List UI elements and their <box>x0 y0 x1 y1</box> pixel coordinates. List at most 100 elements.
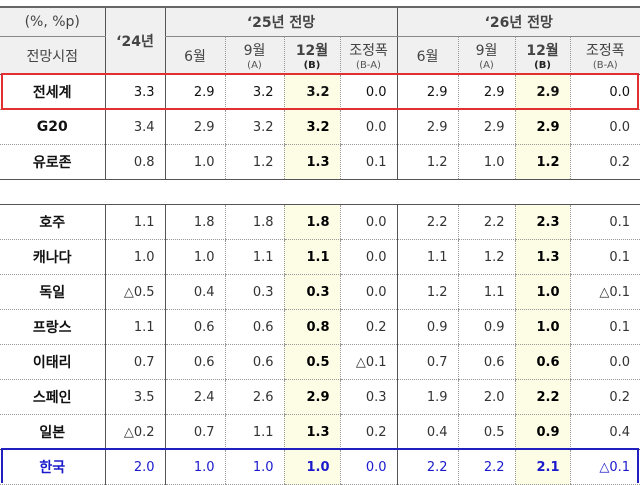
country-label: 캐나다 <box>0 239 105 275</box>
value-cell: 0.0 <box>339 109 398 145</box>
country-label: 이태리 <box>0 344 105 380</box>
country-label: 독일 <box>0 274 105 310</box>
value-cell: 1.0 <box>104 239 165 275</box>
value-cell: 1.0 <box>283 449 340 485</box>
value-cell: 1.0 <box>514 309 571 345</box>
value-cell: 3.2 <box>283 109 340 145</box>
month-sublabel: (B) <box>534 60 551 71</box>
value-cell: 0.4 <box>164 274 225 310</box>
value-cell: 3.2 <box>224 109 284 145</box>
table-row: 일본 △0.2 0.7 1.1 1.3 0.2 0.4 0.5 0.9 0.4 <box>0 414 640 450</box>
value-cell: 3.2 <box>224 74 284 110</box>
value-cell: 0.2 <box>339 309 398 345</box>
value-cell: 2.9 <box>283 379 340 415</box>
month-label: 조정폭 <box>349 43 388 59</box>
value-cell: 1.8 <box>224 204 284 240</box>
spacer-cell <box>458 179 516 205</box>
value-cell: 0.3 <box>283 274 340 310</box>
value-cell: 2.9 <box>396 74 459 110</box>
value-cell: 2.6 <box>224 379 284 415</box>
country-label: 전세계 <box>0 74 105 110</box>
value-cell: 1.0 <box>164 449 225 485</box>
value-cell: 0.5 <box>283 344 340 380</box>
value-cell: 0.2 <box>569 379 640 415</box>
value-cell: 1.0 <box>457 144 516 180</box>
value-cell: 0.1 <box>569 309 640 345</box>
month-label: 9월 <box>243 43 266 59</box>
value-cell: 1.2 <box>224 144 284 180</box>
table-row: 프랑스 1.1 0.6 0.6 0.8 0.2 0.9 0.9 1.0 0.1 <box>0 309 640 345</box>
value-cell: 1.1 <box>224 239 284 275</box>
value-cell: 2.9 <box>164 109 225 145</box>
value-cell: 0.6 <box>224 309 284 345</box>
month-label: 9월 <box>475 43 498 59</box>
value-cell: 2.3 <box>514 204 571 240</box>
value-cell: 2.2 <box>514 379 571 415</box>
table-row: 한국 2.0 1.0 1.0 1.0 0.0 2.2 2.2 2.1 △0.1 <box>0 449 640 485</box>
month-sublabel: (A) <box>479 60 494 71</box>
forecast-date-label: 전망시점 <box>0 36 105 75</box>
country-label: 스페인 <box>0 379 105 415</box>
value-cell: △0.1 <box>569 449 640 485</box>
month-label: 12월 <box>295 43 329 59</box>
value-cell: 3.2 <box>283 74 340 110</box>
value-cell: 0.2 <box>339 414 398 450</box>
value-cell: 0.8 <box>283 309 340 345</box>
table-row: G20 3.4 2.9 3.2 3.2 0.0 2.9 2.9 2.9 0.0 <box>0 109 640 145</box>
spacer-cell <box>397 179 459 205</box>
value-cell: 0.0 <box>339 204 398 240</box>
value-cell: 0.6 <box>514 344 571 380</box>
value-cell: 0.9 <box>514 414 571 450</box>
value-cell: 0.9 <box>396 309 459 345</box>
country-label: 유로존 <box>0 144 105 180</box>
header-month-0: 6월 <box>164 36 225 75</box>
month-sublabel: (A) <box>247 60 262 71</box>
value-cell: 0.6 <box>164 309 225 345</box>
country-label: 프랑스 <box>0 309 105 345</box>
growth-forecast-table: (%, %p) ‘24년 ‘25년 전망 ‘26년 전망 전망시점 6월 9월 (A… <box>0 6 640 485</box>
value-cell: 1.1 <box>396 239 459 275</box>
value-cell: 0.0 <box>569 74 640 110</box>
header-month-4: 6월 <box>396 36 459 75</box>
value-cell: 0.7 <box>164 414 225 450</box>
header-month-5: 9월 (A) <box>457 36 516 75</box>
section-spacer <box>0 179 640 205</box>
value-cell: 0.1 <box>569 204 640 240</box>
value-cell: 0.0 <box>569 109 640 145</box>
value-cell: 1.0 <box>224 449 284 485</box>
month-sublabel: (B-A) <box>356 60 381 71</box>
value-cell: 2.9 <box>457 109 516 145</box>
spacer-cell <box>284 179 340 205</box>
value-cell: 1.0 <box>164 144 225 180</box>
value-cell: 1.2 <box>514 144 571 180</box>
value-cell: △0.1 <box>569 274 640 310</box>
value-cell: 1.2 <box>396 144 459 180</box>
country-label: G20 <box>0 109 105 145</box>
value-cell: 1.1 <box>104 204 165 240</box>
value-cell: 0.3 <box>339 379 398 415</box>
country-label: 한국 <box>0 449 105 485</box>
value-cell: 0.0 <box>339 274 398 310</box>
month-label: 6월 <box>184 48 206 65</box>
value-cell: 0.0 <box>339 74 398 110</box>
table-row: 캐나다 1.0 1.0 1.1 1.1 0.0 1.1 1.2 1.3 0.1 <box>0 239 640 275</box>
header-2026-forecast: ‘26년 전망 <box>396 6 640 37</box>
value-cell: 1.8 <box>164 204 225 240</box>
value-cell: 3.5 <box>104 379 165 415</box>
value-cell: △0.2 <box>104 414 165 450</box>
value-cell: 0.2 <box>569 144 640 180</box>
table-row: 독일 △0.5 0.4 0.3 0.3 0.0 1.2 1.1 1.0 △0.1 <box>0 274 640 310</box>
unit-label: (%, %p) <box>0 6 105 37</box>
table-row: 스페인 3.5 2.4 2.6 2.9 0.3 1.9 2.0 2.2 0.2 <box>0 379 640 415</box>
value-cell: 0.4 <box>569 414 640 450</box>
value-cell: 1.1 <box>283 239 340 275</box>
value-cell: 1.0 <box>164 239 225 275</box>
spacer-cell <box>340 179 398 205</box>
value-cell: 1.1 <box>104 309 165 345</box>
month-label: 12월 <box>526 43 559 59</box>
header-month-6: 12월 (B) <box>514 36 571 75</box>
value-cell: 2.2 <box>457 449 516 485</box>
header-month-1: 9월 (A) <box>224 36 284 75</box>
header-month-3: 조정폭 (B-A) <box>339 36 398 75</box>
value-cell: 2.1 <box>514 449 571 485</box>
